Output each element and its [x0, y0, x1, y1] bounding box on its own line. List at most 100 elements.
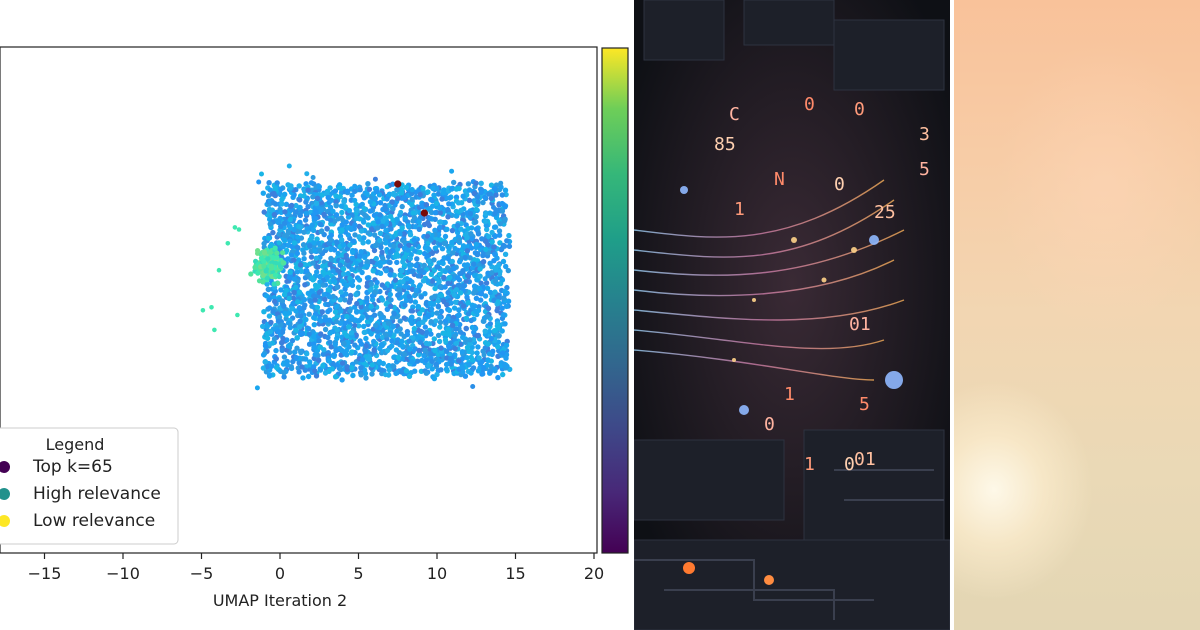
- data-point: [344, 188, 351, 194]
- data-point: [401, 238, 407, 245]
- data-point: [384, 196, 390, 202]
- data-point: [367, 287, 373, 293]
- data-point: [298, 349, 304, 356]
- data-point: [475, 231, 482, 237]
- data-point: [291, 289, 297, 296]
- data-point: [276, 240, 282, 246]
- data-point: [350, 249, 356, 255]
- data-point: [434, 264, 440, 270]
- data-point: [261, 209, 267, 215]
- data-point: [315, 283, 322, 289]
- data-point: [421, 221, 428, 228]
- data-point: [412, 299, 419, 305]
- data-point: [397, 318, 403, 324]
- data-point: [460, 243, 467, 249]
- data-point: [289, 252, 295, 258]
- data-point: [470, 305, 476, 311]
- data-point: [305, 187, 311, 193]
- data-point: [361, 323, 367, 330]
- data-point: [358, 249, 364, 255]
- data-point: [268, 319, 274, 326]
- data-point: [309, 222, 316, 228]
- data-point: [468, 231, 474, 237]
- data-point: [442, 337, 449, 343]
- colorbar-frame: [601, 47, 629, 554]
- data-point: [417, 249, 423, 255]
- data-point: [432, 216, 438, 222]
- data-point: [273, 356, 279, 362]
- data-point: [465, 273, 470, 279]
- data-point: [443, 361, 450, 368]
- data-point: [343, 219, 349, 225]
- data-point: [397, 287, 403, 293]
- data-point: [418, 294, 424, 300]
- data-point: [378, 341, 385, 348]
- data-point: [446, 307, 453, 313]
- data-point: [416, 311, 423, 317]
- data-point: [482, 276, 488, 282]
- data-point: [301, 296, 308, 303]
- data-point: [368, 316, 374, 323]
- data-point: [309, 288, 315, 294]
- data-point: [270, 308, 276, 314]
- data-point: [309, 235, 315, 241]
- data-point: [405, 223, 412, 229]
- digital-art-image: C 0 85 0 3 5 N 0 1 25 01 5 0 1 01 0 1: [634, 0, 950, 630]
- data-point: [348, 280, 354, 286]
- data-point: [316, 338, 322, 344]
- data-point: [445, 326, 451, 332]
- data-point: [498, 180, 504, 186]
- panel-divider: [630, 0, 634, 630]
- data-point: [502, 321, 508, 327]
- data-point: [268, 242, 275, 249]
- data-point: [281, 354, 288, 360]
- data-point: [322, 296, 328, 302]
- data-point: [468, 225, 475, 231]
- data-point: [453, 326, 459, 332]
- data-point: [412, 224, 419, 230]
- data-point: [274, 250, 280, 256]
- data-point: [347, 308, 353, 314]
- data-point: [437, 237, 444, 243]
- data-point: [286, 310, 293, 316]
- data-point: [281, 374, 287, 380]
- data-point: [452, 333, 458, 339]
- data-point: [423, 340, 429, 346]
- data-point: [212, 327, 217, 333]
- glowing-glyph: 0: [844, 454, 855, 475]
- data-point: [394, 251, 400, 257]
- data-point: [352, 317, 358, 323]
- data-point: [334, 284, 340, 290]
- data-point: [454, 275, 461, 281]
- data-point: [485, 357, 491, 363]
- data-point: [355, 284, 362, 290]
- data-point: [442, 318, 449, 324]
- data-point: [372, 195, 378, 202]
- legend-title: Legend: [46, 435, 105, 454]
- data-point: [479, 236, 485, 242]
- data-point: [346, 324, 352, 330]
- data-point: [499, 192, 505, 198]
- data-point: [446, 245, 452, 252]
- data-point: [304, 351, 310, 357]
- legend-label: Top k=65: [32, 457, 113, 477]
- data-point: [326, 358, 332, 364]
- data-point: [296, 305, 303, 311]
- scatter-plot-panel: −15 −10 −5 0 5 10 15 20 UMAP Iteration 2 Legend…: [0, 46, 629, 610]
- data-point: [480, 199, 486, 206]
- data-point: [486, 351, 492, 357]
- data-point: [349, 349, 355, 355]
- data-point: [344, 364, 350, 370]
- data-point: [339, 222, 345, 228]
- data-point: [428, 271, 435, 277]
- data-point: [272, 298, 278, 305]
- data-point: [506, 243, 513, 249]
- data-point: [266, 180, 272, 186]
- data-point: [497, 268, 503, 275]
- data-point: [407, 346, 413, 352]
- data-point: [364, 275, 371, 281]
- data-point: [379, 249, 385, 255]
- data-point: [282, 310, 288, 317]
- data-point: [442, 219, 448, 226]
- data-point: [464, 355, 470, 361]
